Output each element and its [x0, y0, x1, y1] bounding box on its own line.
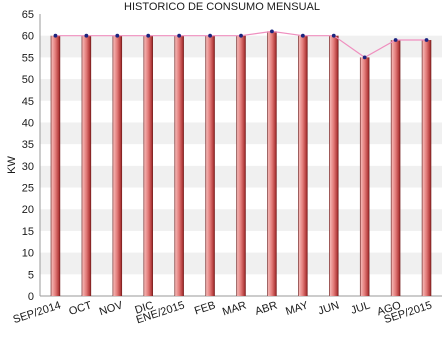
- y-tick-label: 60: [22, 31, 34, 43]
- bar: [390, 40, 401, 297]
- trend-marker: [53, 33, 58, 38]
- y-tick-label: 30: [22, 161, 34, 173]
- trend-marker: [424, 38, 429, 42]
- trend-marker: [84, 33, 89, 38]
- chart-title: HISTORICO DE CONSUMO MENSUAL: [124, 1, 320, 13]
- y-tick-label: 10: [22, 248, 34, 260]
- trend-marker: [146, 33, 151, 38]
- bar: [143, 35, 153, 296]
- y-tick-label: 40: [22, 117, 34, 129]
- y-tick-label: 0: [28, 291, 34, 303]
- bar: [81, 35, 92, 296]
- y-tick-labels: 0 5 10 15 20 25 30 35 40 45 50 55 60 65: [22, 9, 34, 303]
- bar: [174, 35, 184, 296]
- y-tick-label: 25: [22, 183, 34, 195]
- trend-marker: [239, 33, 243, 38]
- bar: [329, 35, 339, 296]
- bar: [267, 31, 277, 296]
- bar: [359, 57, 370, 297]
- y-tick-label: 55: [22, 52, 34, 64]
- trend-marker: [393, 38, 398, 42]
- bar: [236, 35, 246, 296]
- trend-marker: [362, 55, 367, 60]
- x-category-label: JUN: [317, 299, 341, 317]
- x-category-label: NOV: [98, 299, 125, 318]
- trend-marker: [300, 33, 305, 38]
- trend-marker: [208, 33, 212, 38]
- x-category-label: ABR: [254, 299, 279, 317]
- x-category-label: FEB: [193, 299, 217, 317]
- bar: [298, 35, 308, 296]
- y-tick-label: 50: [22, 74, 34, 86]
- y-tick-label: 15: [22, 226, 34, 238]
- bar: [112, 35, 123, 296]
- x-category-label: MAY: [284, 299, 310, 318]
- x-category-label: OCT: [68, 299, 94, 318]
- bar: [50, 35, 61, 296]
- y-axis-label: KW: [6, 156, 18, 174]
- y-tick-label: 5: [28, 269, 34, 281]
- y-tick-label: 45: [22, 96, 34, 108]
- x-category-label: MAR: [221, 299, 248, 318]
- y-tick-label: 20: [22, 204, 34, 216]
- x-category-label: SEP/2014: [12, 299, 63, 326]
- trend-marker: [331, 33, 336, 38]
- y-tick-label: 35: [22, 139, 34, 151]
- bar-series: [50, 31, 432, 297]
- trend-marker: [177, 33, 182, 38]
- y-tick-label: 65: [22, 9, 34, 21]
- x-category-label: JUL: [349, 299, 371, 316]
- x-category-label: DIC: [133, 299, 155, 316]
- bar: [205, 35, 215, 296]
- trend-markers: [53, 29, 429, 60]
- trend-marker: [115, 33, 120, 38]
- trend-marker: [270, 29, 274, 34]
- bar: [421, 40, 432, 297]
